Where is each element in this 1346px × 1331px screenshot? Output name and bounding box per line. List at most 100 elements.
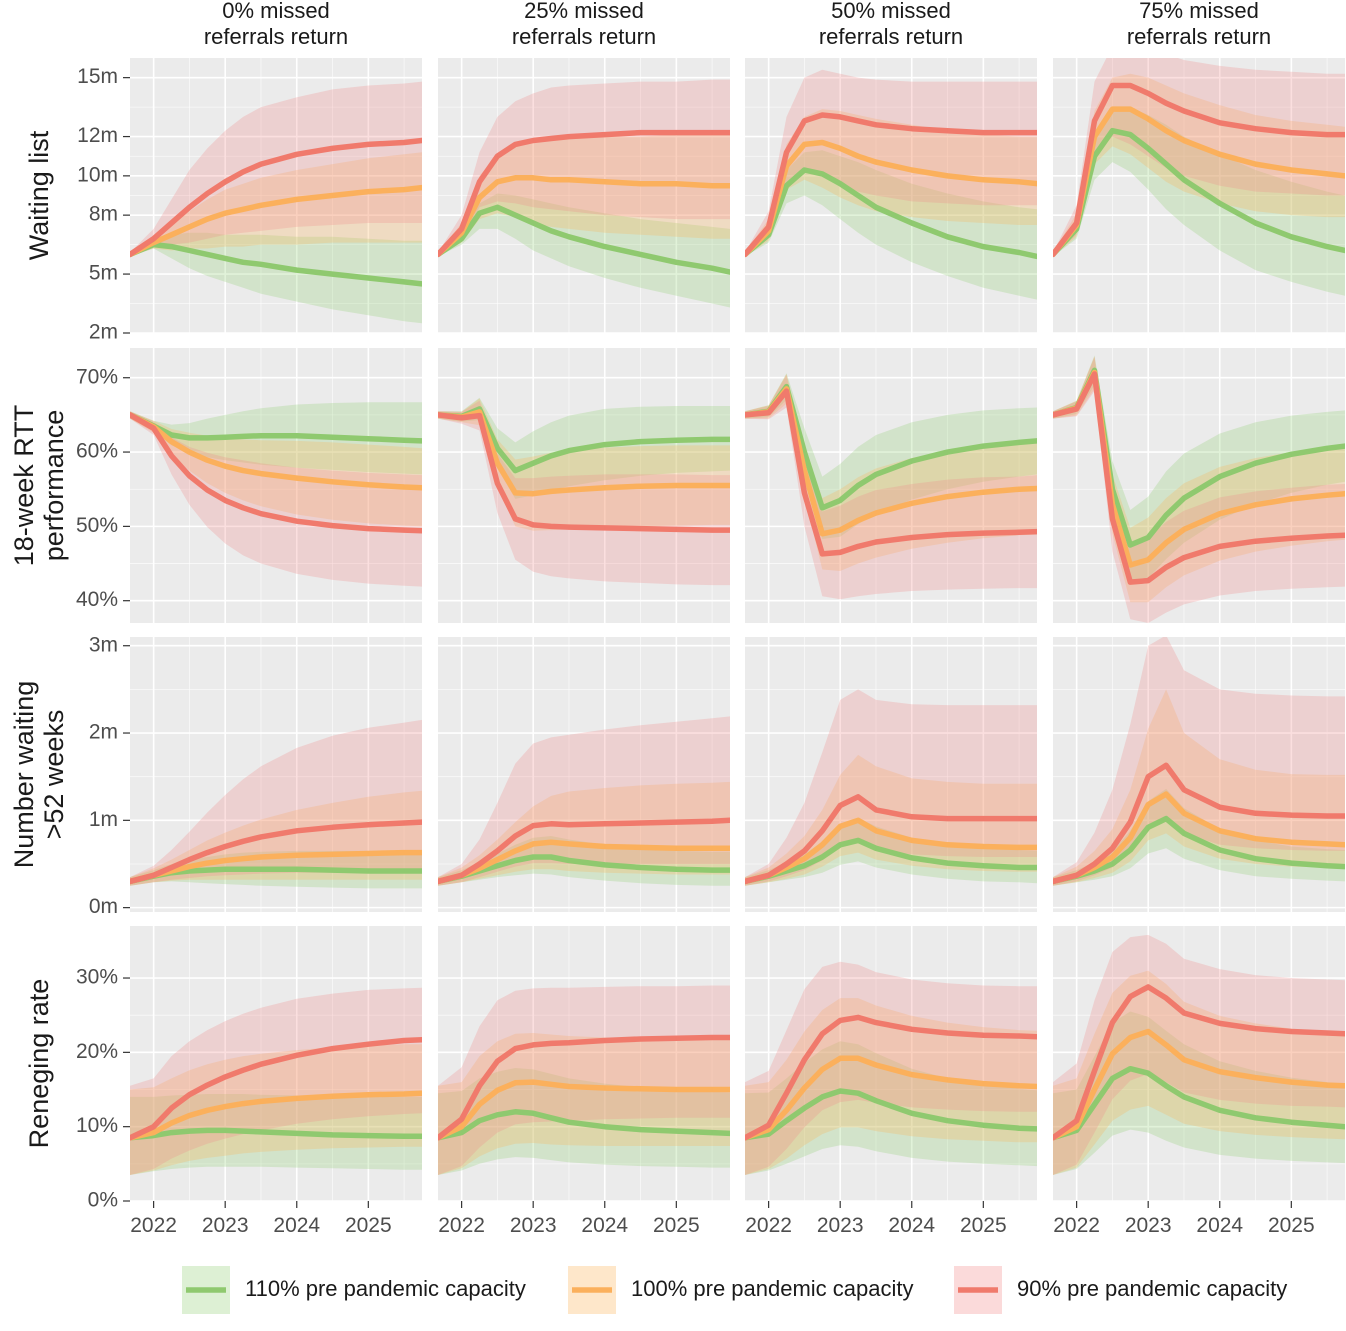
series-line-110 [438,1109,730,1141]
y-tick-label: 40% [76,588,118,611]
y-tick-label: 3m [89,633,118,656]
series-line-100 [130,412,422,491]
y-tick-label: 60% [76,440,118,463]
panel-background [130,926,422,1201]
x-tick-label: 2025 [653,1214,700,1237]
column-title-1-line-1: referrals return [512,24,656,49]
uncertainty-band-100 [438,1033,730,1175]
y-tick-label: 10m [77,163,118,186]
series-line-90 [1053,984,1345,1141]
series-line-110 [438,406,730,474]
uncertainty-band-90 [130,719,422,886]
panel-background [745,348,1037,623]
x-tick-label: 2023 [1125,1214,1172,1237]
legend-label-90: 90% pre pandemic capacity [1017,1276,1287,1301]
series-line-90 [130,137,422,258]
column-title-3-line-0: 75% missed [1139,0,1259,23]
x-tick-label: 2022 [745,1214,792,1237]
series-line-100 [745,1055,1037,1141]
series-line-100 [745,139,1037,258]
series-line-90 [1053,371,1345,585]
uncertainty-band-90 [438,985,730,1175]
series-line-110 [130,412,422,444]
series-line-100 [438,175,730,258]
x-tick-label: 2024 [581,1214,628,1237]
series-line-90 [130,1036,422,1141]
uncertainty-band-100 [1053,970,1345,1175]
x-tick-label: 2025 [960,1214,1007,1237]
row-label-2-line-0: Number waiting [9,681,39,869]
uncertainty-band-100 [130,1044,422,1175]
series-line-100 [1053,791,1345,885]
y-tick-label: 0% [88,1189,118,1212]
series-line-100 [1053,1028,1345,1141]
uncertainty-band-110 [1053,107,1345,296]
series-line-110 [745,1088,1037,1141]
x-tick-label: 2022 [1053,1214,1100,1237]
x-tick-label: 2024 [1196,1214,1243,1237]
series-line-100 [745,817,1037,885]
series-line-90 [1053,82,1345,258]
series-line-110 [438,204,730,275]
panel-background [438,926,730,1201]
x-tick-label: 2023 [817,1214,864,1237]
series-line-90 [438,129,730,258]
uncertainty-band-90 [438,400,730,586]
series-line-90 [745,388,1037,557]
uncertainty-band-110 [745,150,1037,300]
y-tick-label: 30% [76,966,118,989]
panel-background [1053,348,1345,623]
column-title-2-line-1: referrals return [819,24,963,49]
y-tick-label: 20% [76,1040,118,1063]
y-tick-label: 0m [89,895,118,918]
y-tick-label: 50% [76,514,118,537]
column-title-3-line-1: referrals return [1127,24,1271,49]
panel-background [745,926,1037,1201]
legend-label-110: 110% pre pandemic capacity [245,1276,526,1301]
y-tick-label: 2m [89,321,118,344]
series-line-110 [130,1127,422,1141]
series-line-90 [438,412,730,533]
column-title-0-line-1: referrals return [204,24,348,49]
series-line-100 [438,409,730,497]
series-line-90 [130,819,422,885]
legend-label-100: 100% pre pandemic capacity [631,1276,914,1301]
uncertainty-band-90 [438,716,730,886]
x-tick-label: 2024 [273,1214,320,1237]
uncertainty-band-110 [1053,1011,1345,1175]
series-line-90 [745,112,1037,258]
uncertainty-band-100 [438,398,730,531]
series-line-110 [130,241,422,287]
series-line-100 [130,849,422,885]
x-tick-label: 2022 [438,1214,485,1237]
uncertainty-band-100 [1053,689,1345,886]
uncertainty-band-110 [438,193,730,308]
y-tick-label: 8m [89,203,118,226]
column-title-0-line-0: 0% missed [222,0,330,23]
x-tick-label: 2024 [888,1214,935,1237]
uncertainty-band-90 [438,79,730,257]
x-tick-label: 2022 [130,1214,177,1237]
y-tick-label: 5m [89,262,118,285]
column-title-1-line-0: 25% missed [524,0,644,23]
x-tick-label: 2023 [510,1214,557,1237]
uncertainty-band-100 [1053,73,1345,257]
row-label-1-line-0: 18-week RTT [9,405,39,567]
row-label-2-line-1: >52 weeks [39,710,69,840]
y-tick-label: 10% [76,1114,118,1137]
row-label-1-line-1: performance [39,410,69,562]
series-line-90 [745,794,1037,885]
series-line-90 [438,817,730,885]
series-line-100 [438,839,730,885]
uncertainty-band-90 [130,81,422,257]
series-line-100 [438,1079,730,1141]
y-tick-label: 15m [77,65,118,88]
uncertainty-band-100 [745,754,1037,886]
series-line-110 [1053,127,1345,258]
series-line-110 [745,167,1037,260]
uncertainty-band-90 [130,411,422,587]
series-line-100 [130,1090,422,1141]
y-tick-label: 12m [77,124,118,147]
